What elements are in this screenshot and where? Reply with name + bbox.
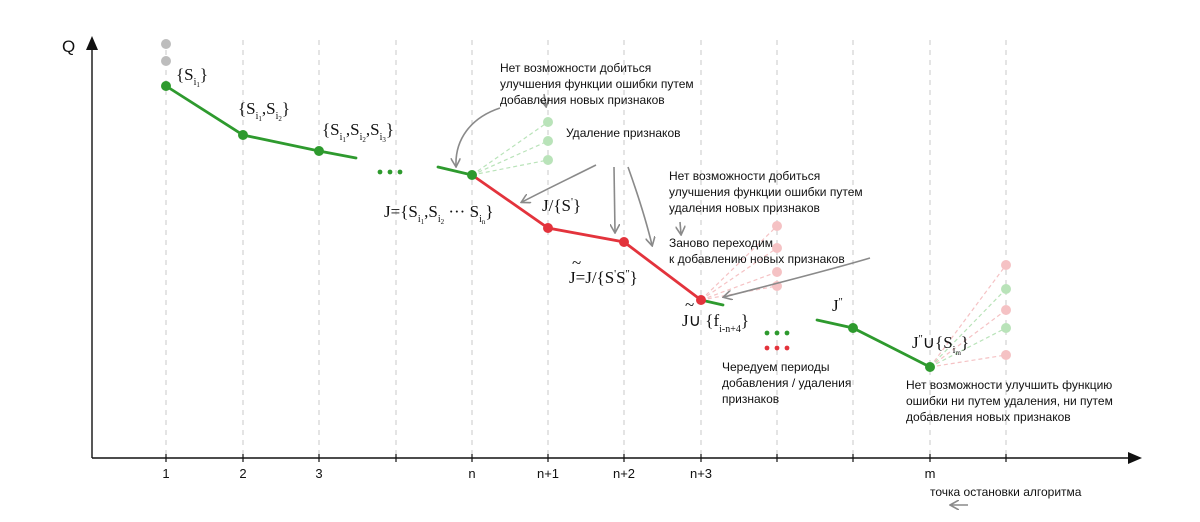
x-tick-label: n+1 [537,466,559,481]
x-axis-arrow [1128,452,1142,464]
note-no-improve: добавления новых признаков [906,410,1071,424]
note-no-remove: удаления новых признаков [669,201,820,215]
note-removal: Удаление признаков [566,126,681,140]
note-back-to-add: к добавлению новых признаков [669,252,845,266]
note-back-to-add: Заново переходим [669,236,773,250]
add-segment [164,84,358,160]
x-tick-label: n+2 [613,466,635,481]
y-axis-label: Q [62,37,75,56]
remove-segment [470,173,703,302]
label-j-minus-s: J/{S'} [542,196,581,215]
tilde-mark: ~ [685,295,694,314]
x-tick-label: 2 [239,466,246,481]
axes: Q 1 2 3 n n+1 n+2 n+3 m [62,36,1142,481]
note-no-remove: Нет возможности добиться [669,169,820,183]
annotations: Нет возможности добиться улучшения функц… [500,61,1113,499]
x-tick-label: 1 [162,466,169,481]
label-s1: {Si1} [176,65,208,89]
add-segment [436,165,474,177]
label-j-tilde: J=J/{S'S''} [569,268,638,287]
x-tick-label: n+3 [690,466,712,481]
note-no-improve: ошибки ни путем удаления, ни путем [906,394,1113,408]
note-alternate: признаков [722,392,779,406]
note-no-remove: улучшения функции ошибки путем [669,185,863,199]
label-j-tilde-union: J∪ {fi-n+4} [682,311,749,335]
ellipsis-dots [377,169,790,351]
note-alternate: Чередуем периоды [722,360,829,374]
tilde-mark: ~ [572,253,581,272]
note-no-add: Нет возможности добиться [500,61,651,75]
note-stop-point: точка остановки алгоритма [930,485,1082,499]
note-no-add: улучшения функции ошибки путем [500,77,694,91]
set-labels: {Si1} {Si1,Si2} {Si1,Si2,Si3} J={Si1,Si2… [176,65,969,357]
label-j-dprime: J'' [832,296,843,315]
note-no-add: добавления новых признаков [500,93,665,107]
note-alternate: добавления / удаления [722,376,851,390]
label-s123: {Si1,Si2,Si3} [322,120,394,144]
x-tick-label: m [925,466,936,481]
y-axis-arrow [86,36,98,50]
label-s12: {Si1,Si2} [238,99,290,123]
annotation-arrows [456,93,968,505]
x-tick-label: 3 [315,466,322,481]
label-jn: J={Si1,Si2 ··· Sin} [384,202,494,226]
x-tick-label: n [468,466,475,481]
path-points [161,81,935,372]
note-no-improve: Нет возможности улучшить функцию [906,378,1112,392]
